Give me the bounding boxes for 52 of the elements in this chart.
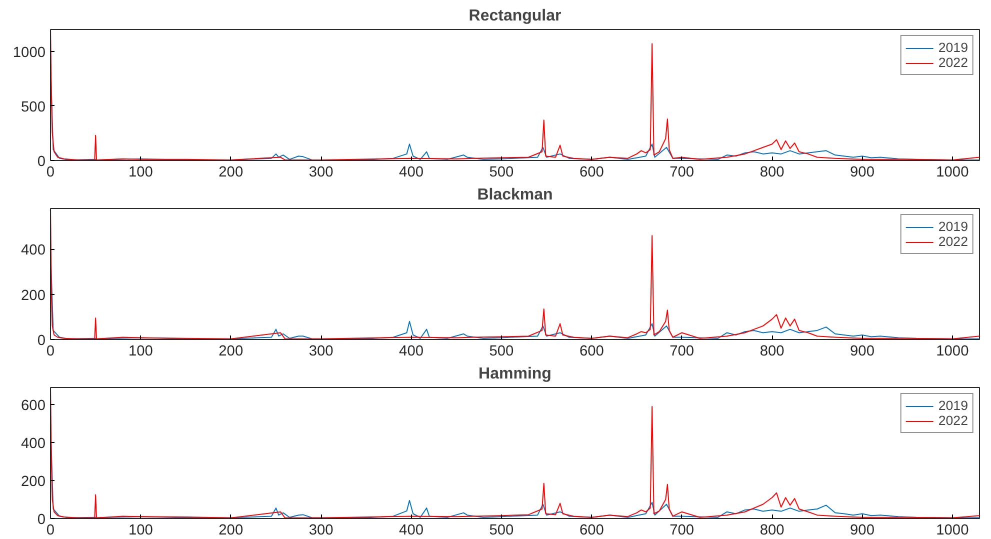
y-tick-label: 0 xyxy=(37,154,46,170)
x-tick-label: 600 xyxy=(579,164,604,180)
x-tick-label: 300 xyxy=(308,344,334,360)
y-tick-label: 200 xyxy=(21,474,46,490)
x-tick-label: 700 xyxy=(670,344,694,360)
x-tick-label: 700 xyxy=(670,522,694,538)
legend-label: 2019 xyxy=(938,398,968,413)
line-series xyxy=(50,388,980,518)
y-tick-label: 0 xyxy=(37,512,46,528)
x-tick-label: 300 xyxy=(308,522,334,538)
x-tick-label: 100 xyxy=(128,344,153,360)
x-tick-label: 1000 xyxy=(936,344,969,360)
line-series xyxy=(50,30,980,160)
x-tick-label: 400 xyxy=(399,344,424,360)
y-tick-label: 400 xyxy=(21,242,46,259)
line-series xyxy=(50,208,980,340)
x-tick-label: 900 xyxy=(850,164,874,180)
y-tick-label: 500 xyxy=(21,99,46,116)
x-tick-label: 1000 xyxy=(936,522,969,538)
x-tick-label: 100 xyxy=(128,164,153,180)
y-tick-label: 1000 xyxy=(12,44,46,61)
y-tick-label: 0 xyxy=(37,333,46,349)
x-tick-label: 500 xyxy=(489,344,514,360)
chart-title: Rectangular xyxy=(468,8,562,24)
y-tick-label: 600 xyxy=(21,398,46,414)
x-tick-label: 400 xyxy=(399,522,424,538)
x-tick-label: 800 xyxy=(760,164,784,180)
x-tick-label: 500 xyxy=(489,522,514,538)
y-tick-label: 400 xyxy=(21,436,46,452)
x-tick-label: 200 xyxy=(218,164,244,180)
x-tick-label: 600 xyxy=(579,344,604,360)
x-tick-label: 200 xyxy=(218,522,244,538)
legend-label: 2022 xyxy=(938,55,968,70)
x-tick-label: 300 xyxy=(308,164,334,180)
x-tick-label: 700 xyxy=(670,164,694,180)
x-tick-label: 100 xyxy=(128,522,153,538)
x-tick-label: 1000 xyxy=(936,164,969,180)
chart-title: Hamming xyxy=(478,366,552,382)
x-tick-label: 800 xyxy=(760,344,784,360)
x-tick-label: 500 xyxy=(489,164,514,180)
y-tick-label: 200 xyxy=(21,288,46,304)
legend-label: 2019 xyxy=(938,40,968,55)
x-tick-label: 600 xyxy=(579,522,604,538)
legend-label: 2019 xyxy=(938,219,968,234)
legend-label: 2022 xyxy=(938,413,968,428)
x-tick-label: 800 xyxy=(760,522,784,538)
chart-title: Blackman xyxy=(477,186,553,204)
x-tick-label: 900 xyxy=(850,522,874,538)
x-tick-label: 200 xyxy=(218,344,244,360)
x-tick-label: 900 xyxy=(850,344,874,360)
x-tick-label: 400 xyxy=(399,164,424,180)
legend-label: 2022 xyxy=(938,234,968,249)
